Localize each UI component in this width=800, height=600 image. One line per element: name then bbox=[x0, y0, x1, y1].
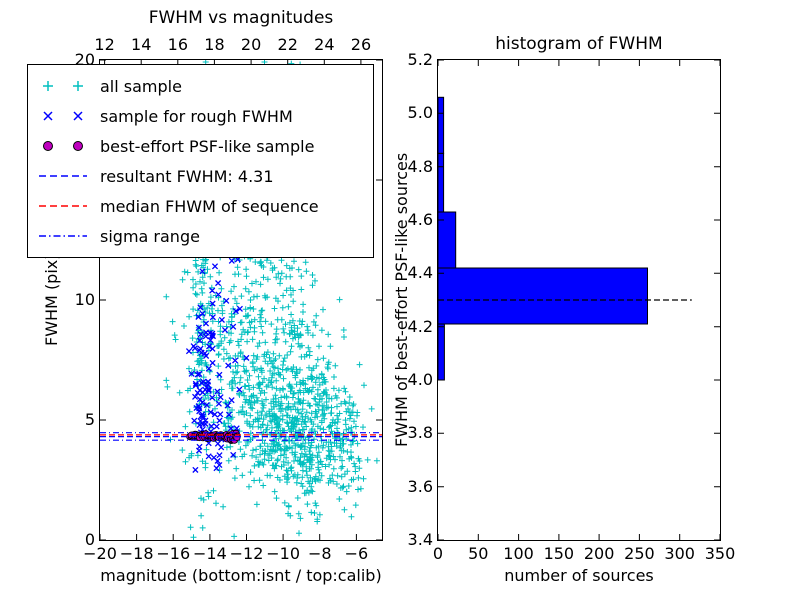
legend: all sample sample for rough FWHM best-ef… bbox=[27, 64, 374, 258]
tick-label: 50 bbox=[468, 544, 489, 563]
histogram-ylabel: FWHM of best-effort PSF-like sources bbox=[392, 152, 411, 448]
tick-label: 5.0 bbox=[407, 103, 433, 123]
dashed-blue-line-icon bbox=[39, 175, 87, 177]
tick-label: −10 bbox=[266, 544, 300, 563]
circle-marker-icon bbox=[43, 141, 83, 151]
tick-label: 250 bbox=[624, 544, 655, 563]
tick-label: −20 bbox=[83, 544, 117, 563]
tick-label: 3.6 bbox=[407, 476, 433, 496]
tick-label: 22 bbox=[277, 35, 298, 54]
tick-label: 26 bbox=[350, 35, 372, 54]
legend-label: sample for rough FWHM bbox=[100, 106, 293, 126]
plus-marker-icon bbox=[43, 81, 83, 91]
tick-label: −8 bbox=[307, 544, 332, 563]
x-marker-icon bbox=[43, 111, 83, 121]
tick-label: −12 bbox=[229, 544, 264, 563]
histogram-xlabel: number of sources bbox=[504, 566, 654, 585]
tick-label: 3.8 bbox=[407, 423, 433, 443]
legend-label: resultant FWHM: 4.31 bbox=[100, 166, 274, 186]
tick-label: 12 bbox=[94, 35, 115, 54]
tick-label: −18 bbox=[119, 544, 154, 563]
dashdot-blue-line-icon bbox=[39, 235, 87, 237]
dashed-red-line-icon bbox=[39, 205, 87, 207]
legend-label: median FHWM of sequence bbox=[100, 196, 319, 216]
tick-label: 24 bbox=[314, 35, 335, 54]
tick-label: 150 bbox=[543, 544, 575, 563]
tick-label: 3.4 bbox=[407, 530, 433, 549]
tick-label: 200 bbox=[583, 544, 615, 563]
scatter-xlabel: magnitude (bottom:isnt / top:calib) bbox=[100, 566, 382, 585]
tick-label: 4.8 bbox=[407, 156, 433, 176]
tick-label: 18 bbox=[204, 35, 225, 54]
tick-label: 5 bbox=[84, 410, 95, 429]
histogram-title: histogram of FWHM bbox=[495, 34, 663, 54]
histogram-canvas bbox=[438, 60, 720, 540]
legend-item-all-sample: all sample bbox=[36, 71, 365, 101]
tick-label: 4.0 bbox=[407, 370, 433, 389]
tick-label: 4.2 bbox=[407, 316, 433, 336]
scatter-title: FWHM vs magnitudes bbox=[148, 8, 334, 28]
legend-label: sigma range bbox=[100, 226, 200, 246]
tick-label: 4.4 bbox=[407, 263, 433, 283]
tick-label: 300 bbox=[664, 544, 695, 563]
legend-item-psf-sample: best-effort PSF-like sample bbox=[36, 131, 365, 161]
legend-item-sigma-range: sigma range bbox=[36, 221, 365, 251]
legend-label: best-effort PSF-like sample bbox=[100, 136, 315, 156]
tick-label: 350 bbox=[704, 544, 736, 563]
legend-item-resultant-fwhm: resultant FWHM: 4.31 bbox=[36, 161, 365, 191]
tick-label: 100 bbox=[503, 544, 534, 563]
tick-label: −16 bbox=[156, 544, 191, 563]
tick-label: −14 bbox=[192, 544, 227, 563]
legend-label: all sample bbox=[100, 76, 182, 96]
legend-item-median-fwhm: median FHWM of sequence bbox=[36, 191, 365, 221]
tick-label: 5.2 bbox=[407, 50, 433, 69]
legend-item-rough-fwhm: sample for rough FWHM bbox=[36, 101, 365, 131]
histogram-plot-area bbox=[437, 59, 721, 541]
tick-label: 20 bbox=[240, 35, 262, 54]
tick-label: 10 bbox=[74, 290, 95, 309]
tick-label: 4.6 bbox=[407, 210, 433, 229]
tick-label: 0 bbox=[432, 544, 444, 563]
tick-label: 14 bbox=[131, 35, 152, 54]
tick-label: −6 bbox=[344, 544, 369, 563]
tick-label: 16 bbox=[167, 35, 188, 54]
tick-label: 0 bbox=[84, 530, 95, 549]
